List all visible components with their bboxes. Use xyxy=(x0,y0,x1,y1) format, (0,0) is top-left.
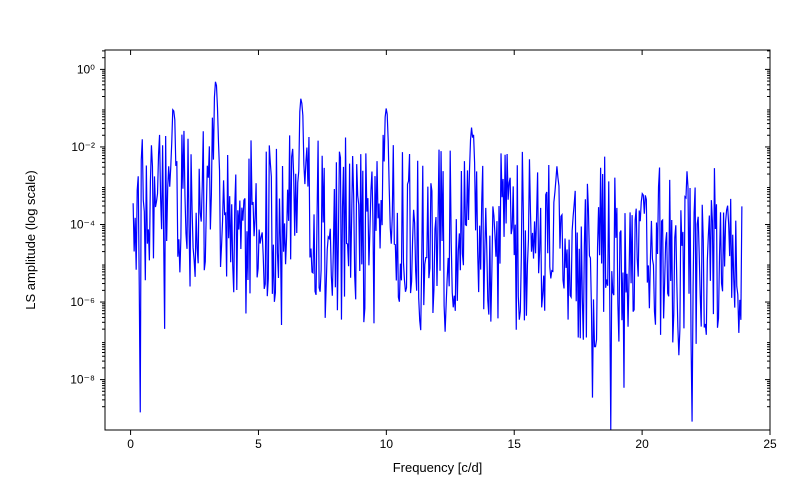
x-tick-label: 5 xyxy=(255,437,262,451)
y-axis-label: LS amplitude (log scale) xyxy=(23,170,38,309)
x-tick-label: 25 xyxy=(763,437,777,451)
x-tick-label: 0 xyxy=(127,437,134,451)
x-tick-label: 20 xyxy=(635,437,649,451)
y-tick-label: 10⁻⁶ xyxy=(70,295,95,309)
periodogram-chart: 0 5 10 15 20 25 10⁻⁸ 10⁻⁶ 10⁻⁴ 10⁻² 10⁰ Frequency … xyxy=(0,0,800,500)
x-tick-label: 15 xyxy=(508,437,522,451)
x-tick-label: 10 xyxy=(380,437,394,451)
y-tick-label: 10⁻⁸ xyxy=(70,373,95,387)
y-tick-label: 10⁻⁴ xyxy=(70,217,95,231)
y-tick-label: 10⁻² xyxy=(71,140,95,154)
y-tick-label: 10⁰ xyxy=(77,62,95,76)
chart-container: 0 5 10 15 20 25 10⁻⁸ 10⁻⁶ 10⁻⁴ 10⁻² 10⁰ Frequency … xyxy=(0,0,800,500)
x-axis-label: Frequency [c/d] xyxy=(393,460,483,475)
